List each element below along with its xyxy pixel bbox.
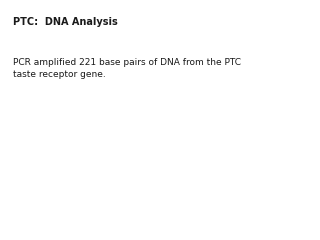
Text: PCR amplified 221 base pairs of DNA from the PTC
taste receptor gene.: PCR amplified 221 base pairs of DNA from… <box>13 58 241 79</box>
Text: PTC:  DNA Analysis: PTC: DNA Analysis <box>13 17 117 27</box>
